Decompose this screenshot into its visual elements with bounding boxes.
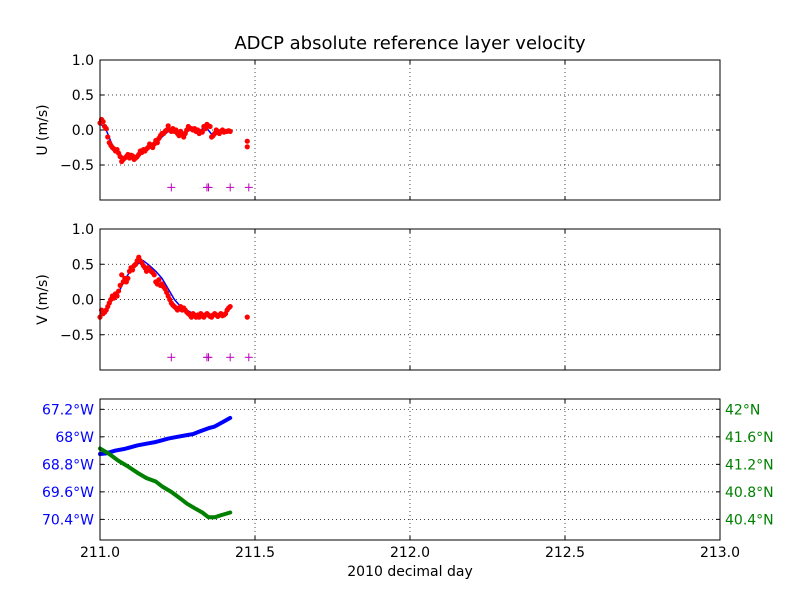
v-y-ticks: 1.0 0.5 0.0 −0.5 [60,222,720,344]
u-raw-point [103,126,109,132]
u-raw-point [199,129,205,135]
lon-ytick-label: 68°W [55,430,94,446]
lat-ytick-label: 41.6°N [725,430,774,446]
v-flag-marker [204,353,213,362]
v-ytick-label: −0.5 [60,328,94,344]
u-flag-marker [226,183,235,192]
v-flag-markers-layer [167,353,253,362]
x-tick-label: 211.5 [235,545,275,561]
lon-ytick-label: 68.8°W [42,457,94,473]
v-raw-point [119,272,125,278]
v-ytick-label: 1.0 [72,222,94,238]
position-panel-grid [99,399,721,540]
lat-ytick-label: 41.2°N [725,457,774,473]
latitude-track-line [98,446,233,520]
u-y-axis-label: U (m/s) [35,104,51,155]
chart-title: ADCP absolute reference layer velocity [234,33,586,54]
v-raw-point [114,293,120,299]
x-axis-ticks: 211.0 211.5 212.0 212.5 213.0 [80,545,740,561]
u-y-ticks: 1.0 0.5 0.0 −0.5 [60,53,720,174]
u-raw-point [227,128,233,134]
u-ytick-label: −0.5 [60,158,94,174]
u-raw-points-layer [97,116,250,165]
lon-ytick-label: 69.6°W [42,485,94,501]
x-tick-label: 213.0 [700,545,740,561]
u-flag-marker [204,183,213,192]
position-panel: 67.2°W68°W68.8°W69.6°W70.4°W 42°N41.6°N4… [42,398,774,580]
u-velocity-panel: 1.0 0.5 0.0 −0.5 U (m/s) [35,53,721,201]
u-ytick-label: 0.5 [72,88,94,104]
lon-ytick-label: 70.4°W [42,512,94,528]
v-ytick-label: 0.5 [72,257,94,273]
v-raw-point [156,277,162,283]
u-raw-point [165,123,171,129]
position-series-layer [98,415,233,520]
v-ytick-label: 0.0 [72,293,94,309]
v-raw-point [129,267,136,273]
u-raw-point [154,140,160,146]
v-raw-point [125,275,131,281]
u-raw-point [244,138,250,144]
x-tick-label: 212.0 [390,545,430,561]
lon-ytick-label: 67.2°W [42,402,94,418]
lat-ytick-label: 40.8°N [725,485,774,501]
v-raw-points-layer [97,254,250,320]
longitude-y-ticks: 67.2°W 68°W 68.8°W 69.6°W 70.4°W [42,402,104,528]
latitude-y-ticks: 42°N 41.6°N 41.2°N 40.8°N 40.4°N [716,402,774,528]
u-ytick-label: 0.0 [72,123,94,139]
v-raw-point [151,272,157,278]
u-ytick-label: 1.0 [72,53,94,69]
x-tick-label: 211.0 [80,545,120,561]
lat-ytick-label: 42°N [725,402,760,418]
u-flag-marker [244,183,253,192]
u-raw-point [105,134,111,140]
v-raw-point [117,282,123,288]
v-panel-frame [99,228,721,371]
v-y-axis-label: V (m/s) [35,274,51,325]
u-raw-point [244,144,250,150]
u-flag-marker [167,183,176,192]
x-tick-label: 212.5 [545,545,585,561]
v-raw-point [244,314,250,320]
v-panel-grid [99,228,721,370]
v-raw-point [227,303,233,310]
u-raw-point [100,119,106,125]
longitude-track-line [98,415,233,457]
u-raw-point [207,123,213,130]
lat-ytick-label: 40.4°N [725,512,774,528]
u-panel-frame [99,59,721,201]
v-flag-marker [226,353,235,362]
v-flag-marker [167,353,176,362]
position-panel-frame [99,398,721,541]
u-flag-markers-layer [167,183,253,192]
v-flag-marker [244,353,253,362]
v-raw-point [116,288,122,294]
x-axis-label: 2010 decimal day [347,564,472,580]
v-velocity-panel: 1.0 0.5 0.0 −0.5 V (m/s) [35,222,721,371]
